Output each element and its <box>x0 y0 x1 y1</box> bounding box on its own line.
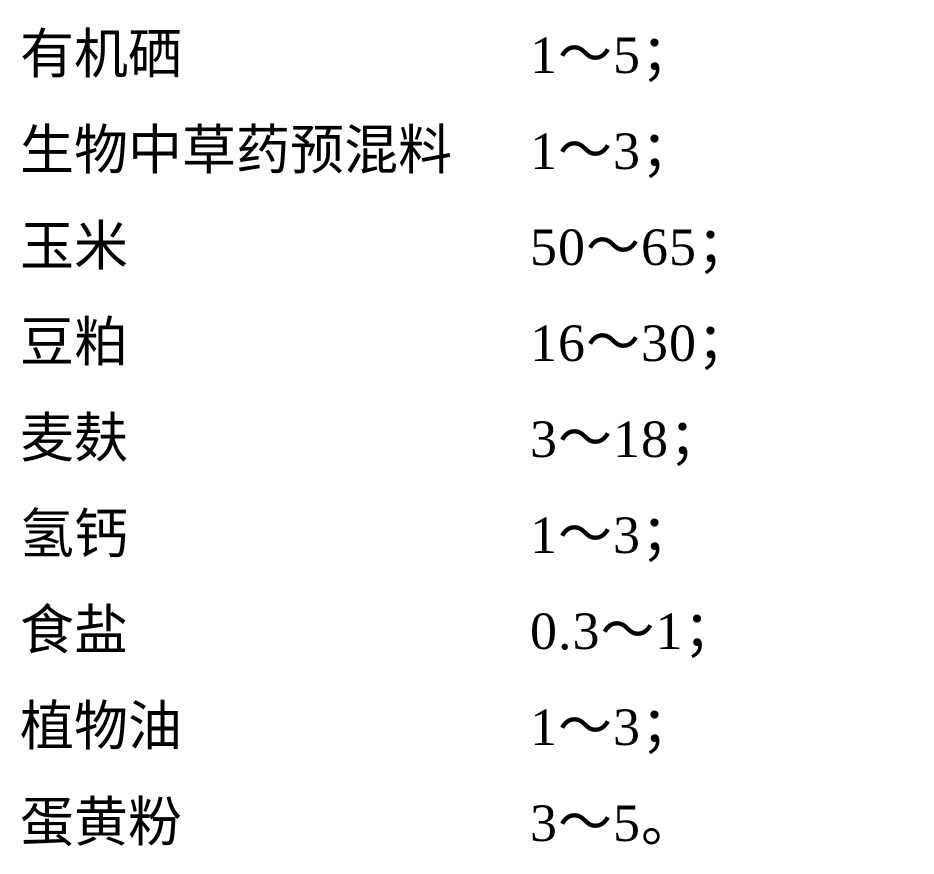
ingredient-name: 蛋黄粉 <box>20 778 530 857</box>
punctuation: ； <box>697 217 752 277</box>
ingredient-amount: 1～3； <box>530 682 696 761</box>
ingredient-amount: 1～3； <box>530 490 696 569</box>
ingredient-row: 氢钙 1～3； <box>20 490 914 586</box>
punctuation: ； <box>641 121 696 181</box>
ingredient-amount: 3～5。 <box>530 778 696 857</box>
ingredient-amount: 3～18； <box>530 394 724 473</box>
punctuation: ； <box>641 505 696 565</box>
ingredient-name: 有机硒 <box>20 10 530 89</box>
ingredient-list: 有机硒 1～5； 生物中草药预混料 1～3； 玉米 50～65； 豆粕 16～3… <box>20 10 914 874</box>
ingredient-name: 豆粕 <box>20 298 530 377</box>
ingredient-row: 玉米 50～65； <box>20 202 914 298</box>
ingredient-name: 食盐 <box>20 586 530 665</box>
ingredient-amount: 16～30； <box>530 298 752 377</box>
punctuation: ； <box>641 697 696 757</box>
ingredient-row: 蛋黄粉 3～5。 <box>20 778 914 874</box>
ingredient-row: 麦麸 3～18； <box>20 394 914 490</box>
punctuation: ； <box>641 25 696 85</box>
punctuation: ； <box>684 601 739 661</box>
punctuation: ； <box>669 409 724 469</box>
ingredient-amount: 50～65； <box>530 202 752 281</box>
ingredient-row: 食盐 0.3～1； <box>20 586 914 682</box>
ingredient-row: 生物中草药预混料 1～3； <box>20 106 914 202</box>
ingredient-name: 植物油 <box>20 682 530 761</box>
ingredient-amount: 1～3； <box>530 106 696 185</box>
ingredient-name: 生物中草药预混料 <box>20 106 530 185</box>
ingredient-row: 有机硒 1～5； <box>20 10 914 106</box>
ingredient-amount: 1～5； <box>530 10 696 89</box>
ingredient-name: 麦麸 <box>20 394 530 473</box>
ingredient-row: 植物油 1～3； <box>20 682 914 778</box>
ingredient-name: 玉米 <box>20 202 530 281</box>
punctuation: 。 <box>641 793 696 853</box>
ingredient-amount: 0.3～1； <box>530 586 739 665</box>
punctuation: ； <box>697 313 752 373</box>
ingredient-row: 豆粕 16～30； <box>20 298 914 394</box>
ingredient-name: 氢钙 <box>20 490 530 569</box>
